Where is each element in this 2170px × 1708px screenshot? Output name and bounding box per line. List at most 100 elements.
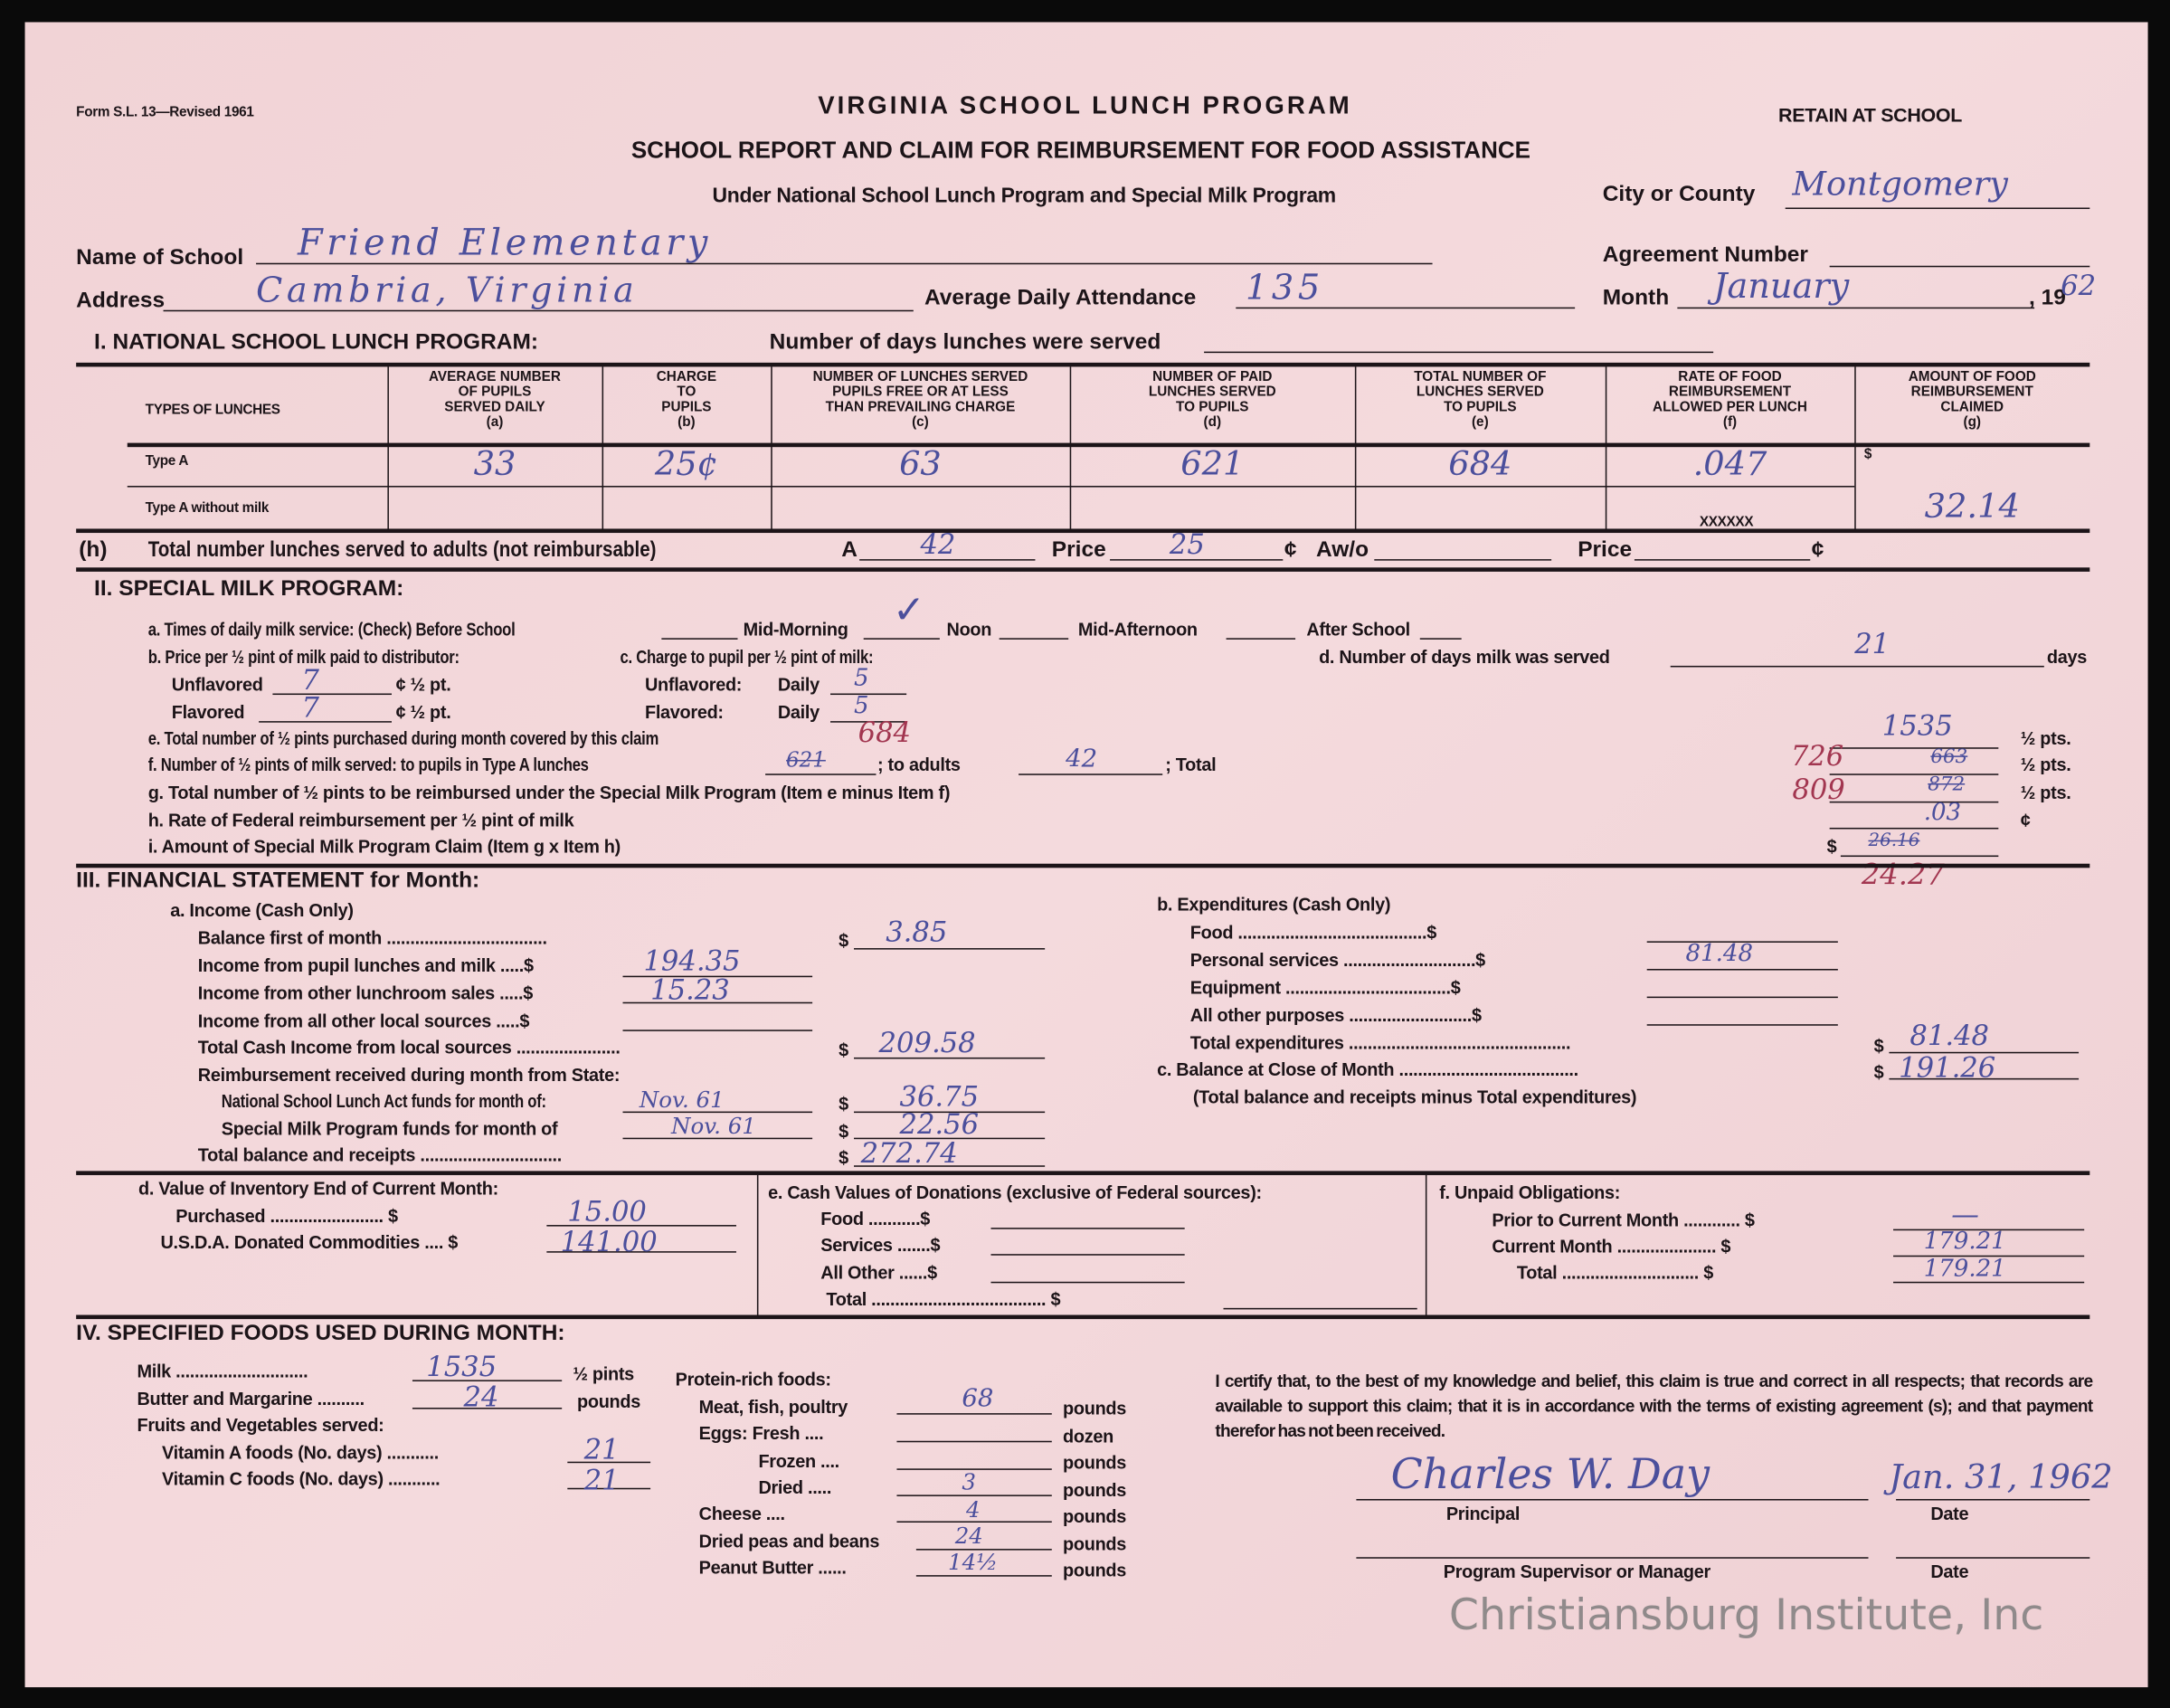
donation-other-line[interactable] bbox=[990, 1281, 1185, 1284]
before-school-blank[interactable] bbox=[661, 638, 738, 640]
school-value[interactable]: Friend Elementary bbox=[297, 223, 712, 265]
noon-blank[interactable] bbox=[999, 638, 1069, 640]
agreement-line[interactable] bbox=[1829, 265, 2090, 268]
dollar-sign: $ bbox=[839, 1121, 848, 1143]
other-sales-value[interactable]: 15.23 bbox=[650, 973, 730, 1007]
donation-food-line[interactable] bbox=[990, 1228, 1185, 1229]
usda-value[interactable]: 141.00 bbox=[560, 1225, 658, 1258]
signature-date[interactable]: Jan. 31, 1962 bbox=[1889, 1457, 2113, 1496]
c-unflavored-value[interactable]: 5 bbox=[854, 664, 869, 692]
donation-total-line[interactable] bbox=[1223, 1307, 1417, 1310]
item-h-value[interactable]: .03 bbox=[1923, 798, 1962, 827]
days-served-line[interactable] bbox=[1204, 351, 1714, 354]
current-value[interactable]: 179.21 bbox=[1923, 1228, 2006, 1256]
item-i-label: i. Amount of Special Milk Program Claim … bbox=[147, 836, 621, 858]
address-value[interactable]: Cambria, Virginia bbox=[256, 270, 639, 310]
milk-value[interactable]: 1535 bbox=[426, 1349, 497, 1383]
supervisor-date-line[interactable] bbox=[1896, 1557, 2090, 1559]
total-cash-value[interactable]: 209.58 bbox=[878, 1025, 976, 1059]
smp-value[interactable]: 22.56 bbox=[899, 1107, 980, 1141]
vit-c-value[interactable]: 21 bbox=[583, 1463, 620, 1496]
city-value[interactable]: Montgomery bbox=[1792, 165, 2008, 204]
balance-close-label: c. Balance at Close of Month ...........… bbox=[1157, 1058, 1578, 1080]
balance-first-value[interactable]: 3.85 bbox=[886, 915, 948, 949]
inventory-heading: d. Value of Inventory End of Current Mon… bbox=[138, 1178, 498, 1199]
attendance-value[interactable]: 135 bbox=[1246, 267, 1324, 308]
item-e-value[interactable]: 1535 bbox=[1881, 708, 1953, 743]
other-exp-label: All other purposes .....................… bbox=[1189, 1004, 1482, 1026]
agreement-label: Agreement Number bbox=[1602, 243, 1808, 268]
col-header-b: CHARGE TO PUPILS (b) bbox=[656, 369, 717, 431]
food-exp-line[interactable] bbox=[1646, 941, 1838, 943]
adults-price2-line[interactable] bbox=[1634, 559, 1811, 561]
unpaid-total-line bbox=[1893, 1281, 2085, 1284]
amount-claimed[interactable]: 32.14 bbox=[1924, 487, 2020, 527]
peanut-value[interactable]: 14½ bbox=[948, 1549, 998, 1576]
personal-exp-label: Personal services ......................… bbox=[1189, 949, 1485, 971]
personal-exp-value[interactable]: 81.48 bbox=[1685, 939, 1754, 968]
c-unflavored-label: Unflavored: bbox=[644, 674, 743, 696]
item-i-line bbox=[1840, 855, 1999, 858]
meat-value[interactable]: 68 bbox=[962, 1384, 994, 1414]
item-f-total-value[interactable]: 726 bbox=[1790, 739, 1844, 773]
item-h-label: h. Rate of Federal reimbursement per ½ p… bbox=[147, 810, 574, 830]
type-a-free-lunches[interactable]: 63 bbox=[899, 444, 942, 483]
mid-afternoon-blank[interactable] bbox=[1226, 638, 1296, 640]
smp-month[interactable]: Nov. 61 bbox=[671, 1113, 756, 1140]
smp-line bbox=[854, 1137, 1046, 1140]
total-cash-label: Total Cash Income from local sources ...… bbox=[197, 1036, 621, 1058]
adults-price-label: Price bbox=[1051, 538, 1106, 563]
c-flavored-value[interactable]: 5 bbox=[854, 692, 869, 720]
other-sales-line bbox=[622, 1001, 813, 1004]
smp-label: Special Milk Program funds for month of bbox=[221, 1118, 558, 1140]
cheese-value[interactable]: 4 bbox=[965, 1495, 981, 1523]
supervisor-line[interactable] bbox=[1356, 1557, 1869, 1559]
adults-price-value[interactable]: 25 bbox=[1169, 527, 1205, 561]
item-f-adults-value[interactable]: 42 bbox=[1066, 745, 1098, 774]
donation-services-line[interactable] bbox=[990, 1254, 1185, 1256]
frozen-line[interactable] bbox=[896, 1468, 1052, 1470]
adults-a-value[interactable]: 42 bbox=[920, 527, 956, 561]
section-rule bbox=[76, 1171, 2090, 1175]
after-school-blank[interactable] bbox=[1419, 638, 1462, 640]
type-a-charge[interactable]: 25¢ bbox=[654, 444, 718, 483]
prior-value[interactable]: — bbox=[1951, 1197, 1979, 1231]
school-line bbox=[256, 262, 1433, 265]
total-exp-value[interactable]: 81.48 bbox=[1909, 1019, 1990, 1052]
other-local-line[interactable] bbox=[622, 1030, 813, 1031]
unit-half-pint: ¢ ½ pt. bbox=[395, 674, 451, 696]
type-a-avg-pupils[interactable]: 33 bbox=[473, 444, 516, 483]
eggs-fresh-line[interactable] bbox=[896, 1440, 1052, 1443]
month-value[interactable]: January bbox=[1713, 265, 1850, 307]
balance-close-value[interactable]: 191.26 bbox=[1899, 1050, 1996, 1084]
section-rule bbox=[76, 863, 2090, 868]
days-milk-value[interactable]: 21 bbox=[1854, 627, 1890, 660]
mid-morning-blank[interactable] bbox=[863, 638, 940, 640]
dried-value[interactable]: 3 bbox=[962, 1468, 976, 1495]
unflavored-price[interactable]: 7 bbox=[301, 662, 320, 697]
item-f-pupils-struck[interactable]: 621 bbox=[786, 747, 826, 773]
unpaid-total-value[interactable]: 179.21 bbox=[1923, 1255, 2006, 1284]
eggs-fresh-label: Eggs: Fresh .... bbox=[698, 1422, 824, 1444]
item-g-value[interactable]: 809 bbox=[1792, 772, 1845, 806]
purchased-value[interactable]: 15.00 bbox=[567, 1194, 647, 1229]
frozen-label: Frozen .... bbox=[758, 1450, 839, 1472]
adults-price-line bbox=[1110, 559, 1284, 561]
flavored-price[interactable]: 7 bbox=[301, 690, 320, 725]
equipment-exp-line[interactable] bbox=[1646, 996, 1838, 999]
nsla-month[interactable]: Nov. 61 bbox=[639, 1086, 725, 1114]
total-receipts-value[interactable]: 272.74 bbox=[860, 1136, 958, 1170]
year-value[interactable]: 62 bbox=[2061, 268, 2097, 302]
type-a-total-lunches[interactable]: 684 bbox=[1448, 444, 1512, 483]
pupil-income-value[interactable]: 194.35 bbox=[643, 944, 741, 978]
personal-exp-line bbox=[1646, 969, 1838, 971]
type-a-paid-lunches[interactable]: 621 bbox=[1180, 444, 1245, 483]
other-exp-line[interactable] bbox=[1646, 1024, 1838, 1026]
adults-awo-line[interactable] bbox=[1374, 559, 1552, 561]
vit-a-value[interactable]: 21 bbox=[583, 1432, 620, 1466]
butter-value[interactable]: 24 bbox=[463, 1380, 499, 1414]
peas-value[interactable]: 24 bbox=[954, 1523, 983, 1550]
type-a-rate[interactable]: .047 bbox=[1692, 444, 1767, 483]
nsla-value[interactable]: 36.75 bbox=[899, 1079, 980, 1114]
